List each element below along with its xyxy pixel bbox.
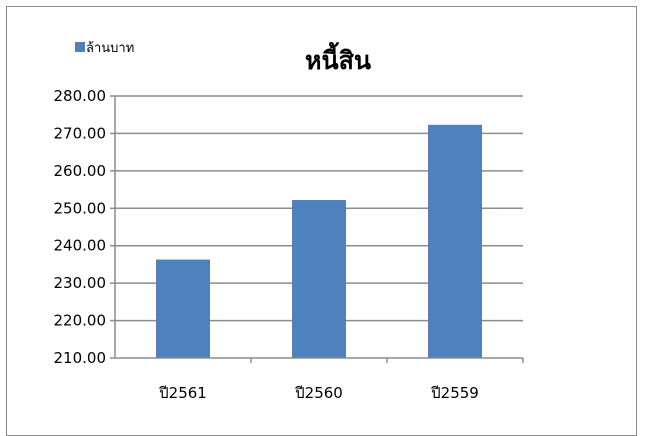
- axes: [110, 95, 524, 363]
- bar: [292, 200, 346, 358]
- bars: [156, 124, 482, 358]
- y-tick-label: 230.00: [54, 274, 107, 292]
- legend: ล้านบาท: [75, 41, 134, 56]
- x-tick-labels: ปี2561 ปี2560 ปี2559: [158, 384, 479, 402]
- chart-title: หนี้สิน: [305, 41, 371, 75]
- y-tick-label: 280.00: [54, 87, 107, 105]
- bar: [428, 124, 482, 358]
- x-tick-label: ปี2561: [158, 384, 207, 402]
- y-tick-label: 210.00: [54, 349, 107, 367]
- y-tick-label: 240.00: [54, 237, 107, 255]
- bar: [156, 259, 210, 358]
- y-tick-labels: 210.00 220.00 230.00 240.00 250.00 260.00 270.…: [54, 87, 107, 367]
- y-tick-label: 220.00: [54, 312, 107, 330]
- x-tick-label: ปี2560: [294, 384, 343, 402]
- legend-label: ล้านบาท: [86, 41, 134, 56]
- y-tick-label: 270.00: [54, 124, 107, 142]
- bar-chart: 210.00 220.00 230.00 240.00 250.00 260.00 270.…: [54, 41, 524, 402]
- y-tick-label: 260.00: [54, 162, 107, 180]
- x-tick-label: ปี2559: [430, 384, 479, 402]
- y-tick-label: 250.00: [54, 199, 107, 217]
- legend-swatch: [75, 42, 85, 52]
